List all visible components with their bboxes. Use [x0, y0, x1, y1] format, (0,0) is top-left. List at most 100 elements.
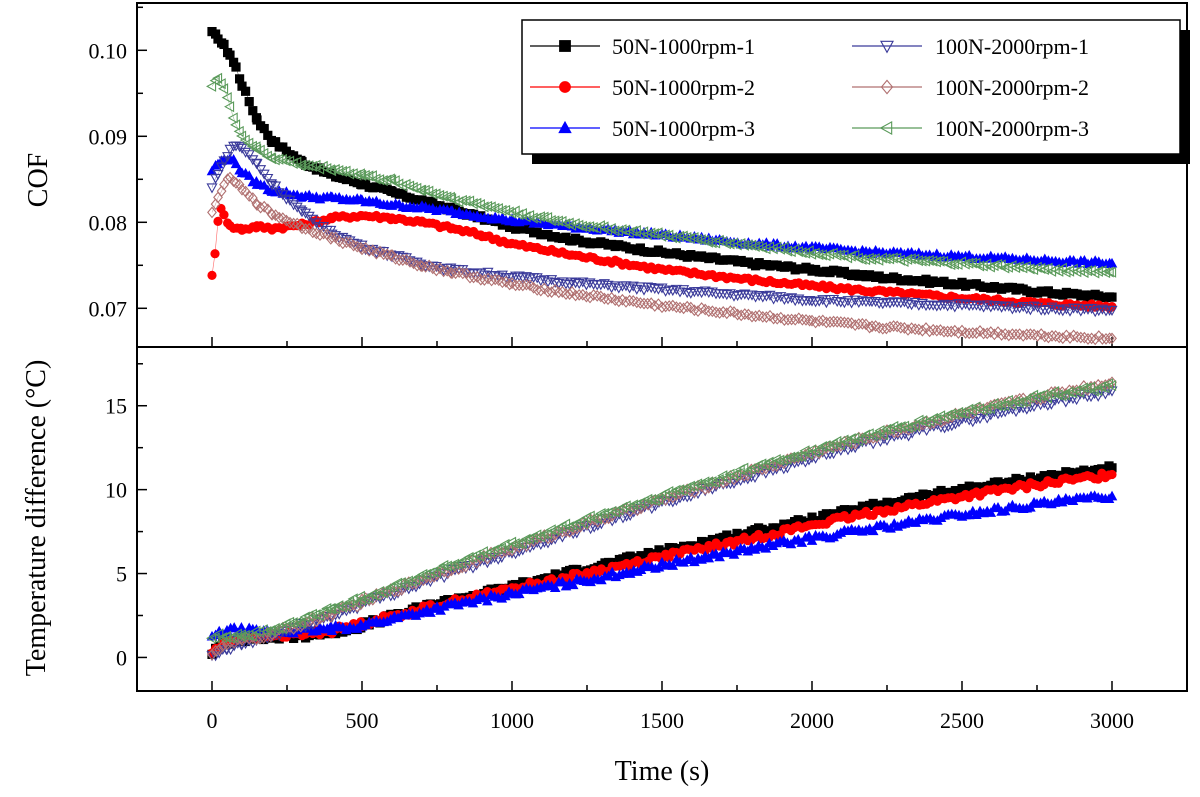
cof-data-point — [931, 324, 942, 337]
temperature-data-point — [995, 400, 1006, 412]
temperature-data-point — [471, 556, 482, 569]
temperature-data-point — [675, 487, 685, 500]
temperature-data-point — [927, 412, 938, 425]
cof-data-point — [603, 293, 613, 306]
cof-data-point — [793, 294, 805, 305]
cof-data-point — [212, 170, 224, 181]
cof-data-point — [397, 254, 408, 266]
temperature-data-point — [591, 512, 602, 525]
temperature-data-point — [920, 416, 931, 428]
cof-data-point — [1000, 328, 1011, 340]
cof-data-point — [218, 83, 229, 95]
cof-data-point — [645, 282, 657, 294]
cof-data-point — [628, 295, 639, 307]
temperature-data-point — [671, 489, 682, 502]
cof-data-point — [370, 173, 381, 185]
cof-data-point — [707, 305, 718, 318]
cof-data-point — [624, 294, 635, 307]
cof-data-point — [1032, 330, 1043, 342]
legend: 50N-1000rpm-1 50N-1000rpm-2 50N-1000rpm-3 1… — [521, 19, 1190, 164]
cof-data-point — [742, 239, 753, 251]
cof-data-point — [782, 245, 793, 257]
cof-data-point — [1007, 328, 1018, 341]
cof-data-point — [300, 208, 312, 219]
cof-data-point — [1021, 304, 1033, 315]
cof-data-point — [1086, 332, 1097, 345]
temperature-data-point — [314, 610, 325, 622]
cof-data-point — [336, 165, 347, 177]
cof-data-point — [989, 328, 1000, 341]
cof-data-point — [273, 188, 285, 199]
cof-data-point — [949, 302, 961, 313]
temperature-data-point — [381, 585, 392, 597]
cof-ytick-label: 0.10 — [89, 38, 128, 63]
temperature-data-point — [1106, 490, 1118, 501]
cof-data-point — [1103, 266, 1114, 278]
temperature-data-point — [250, 625, 261, 637]
cof-data-point — [610, 294, 621, 307]
legend-marker — [559, 81, 571, 93]
cof-data-point — [1011, 328, 1021, 341]
temperature-data-point — [428, 566, 439, 578]
temperature-data-point — [891, 422, 902, 434]
temperature-data-point — [760, 542, 772, 553]
cof-data-point — [1107, 292, 1117, 302]
cof-data-point — [1106, 257, 1118, 268]
temperature-data-point — [667, 491, 678, 504]
cof-data-point — [821, 316, 832, 329]
cof-data-point — [828, 315, 839, 328]
cof-data-point — [592, 289, 603, 302]
cof-data-point — [714, 307, 725, 319]
xtick-label: 3000 — [1090, 708, 1134, 733]
cof-data-point — [649, 283, 661, 294]
temperature-data-point — [664, 490, 675, 502]
temperature-data-point — [684, 480, 695, 492]
temperature-data-point — [653, 494, 664, 506]
cof-data-point — [465, 271, 475, 284]
cof-data-point — [207, 206, 217, 219]
cof-data-point — [222, 152, 234, 163]
cof-data-point — [627, 225, 638, 237]
cof-data-point — [832, 315, 843, 328]
temperature-data-point — [792, 450, 803, 462]
cof-data-point — [234, 178, 245, 191]
cof-data-point — [219, 210, 229, 220]
cof-data-point — [243, 170, 255, 180]
cof-data-point — [307, 214, 319, 225]
temperature-data-point — [1085, 381, 1096, 393]
cof-data-point — [664, 300, 675, 312]
cof-data-point — [620, 281, 632, 292]
cof-ytick-label: 0.07 — [89, 296, 128, 321]
temperature-data-point — [909, 420, 920, 432]
cof-data-point — [1064, 306, 1076, 317]
cof-data-point — [652, 227, 663, 239]
cof-data-point — [631, 296, 642, 309]
temperature-data-point — [246, 630, 257, 642]
cof-data-point — [892, 320, 903, 333]
temperature-data-point — [685, 485, 696, 497]
temperature-data-point — [902, 421, 913, 433]
cof-data-point — [573, 219, 584, 231]
cof-data-point — [792, 246, 803, 258]
cof-data-point — [394, 254, 405, 267]
cof-data-point — [438, 265, 449, 278]
cof-data-point — [280, 155, 291, 167]
cof-data-point — [552, 215, 563, 227]
cof-data-point — [602, 280, 614, 291]
cof-data-point — [928, 323, 939, 336]
cof-data-point — [468, 271, 479, 284]
temperature-data-point — [557, 525, 568, 538]
cof-data-point — [213, 216, 223, 227]
temperature-data-point — [495, 542, 506, 554]
cof-data-point — [909, 297, 921, 308]
temperature-ytick-label: 0 — [116, 645, 127, 670]
cof-data-point — [681, 288, 693, 299]
cof-ylabel: COF — [23, 153, 54, 207]
cof-series-50N-1000rpm-2 — [207, 203, 1117, 313]
cof-data-point — [570, 289, 581, 302]
temperature-data-point — [213, 648, 225, 659]
legend-entry-label: 50N-1000rpm-2 — [612, 75, 755, 100]
cof-data-point — [750, 310, 761, 323]
temperature-data-point — [399, 579, 410, 591]
cof-data-point — [746, 290, 758, 301]
